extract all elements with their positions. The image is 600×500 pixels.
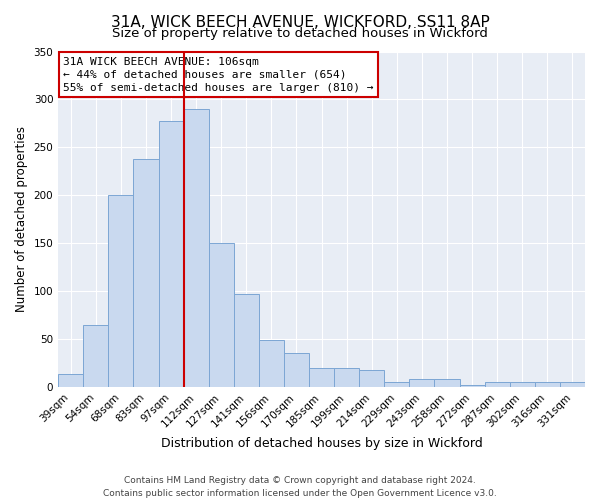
Text: 31A, WICK BEECH AVENUE, WICKFORD, SS11 8AP: 31A, WICK BEECH AVENUE, WICKFORD, SS11 8… (110, 15, 490, 30)
Bar (83, 324, 109, 387)
Bar (209, 243, 234, 387)
Bar (184, 109, 209, 387)
Bar (359, 370, 385, 387)
Bar (234, 294, 259, 387)
Bar (158, 120, 184, 387)
Bar (385, 382, 409, 387)
Bar (133, 159, 158, 387)
Bar (510, 382, 535, 387)
Bar (485, 382, 510, 387)
Bar (535, 382, 560, 387)
Bar (560, 382, 585, 387)
Bar (284, 354, 309, 387)
X-axis label: Distribution of detached houses by size in Wickford: Distribution of detached houses by size … (161, 437, 482, 450)
Text: Contains HM Land Registry data © Crown copyright and database right 2024.
Contai: Contains HM Land Registry data © Crown c… (103, 476, 497, 498)
Bar (109, 196, 133, 387)
Text: Size of property relative to detached houses in Wickford: Size of property relative to detached ho… (112, 28, 488, 40)
Bar (58, 374, 83, 387)
Bar (334, 368, 359, 387)
Bar (409, 380, 434, 387)
Bar (434, 380, 460, 387)
Bar (309, 368, 334, 387)
Y-axis label: Number of detached properties: Number of detached properties (15, 126, 28, 312)
Text: 31A WICK BEECH AVENUE: 106sqm
← 44% of detached houses are smaller (654)
55% of : 31A WICK BEECH AVENUE: 106sqm ← 44% of d… (64, 56, 374, 93)
Bar (259, 340, 284, 387)
Bar (460, 385, 485, 387)
